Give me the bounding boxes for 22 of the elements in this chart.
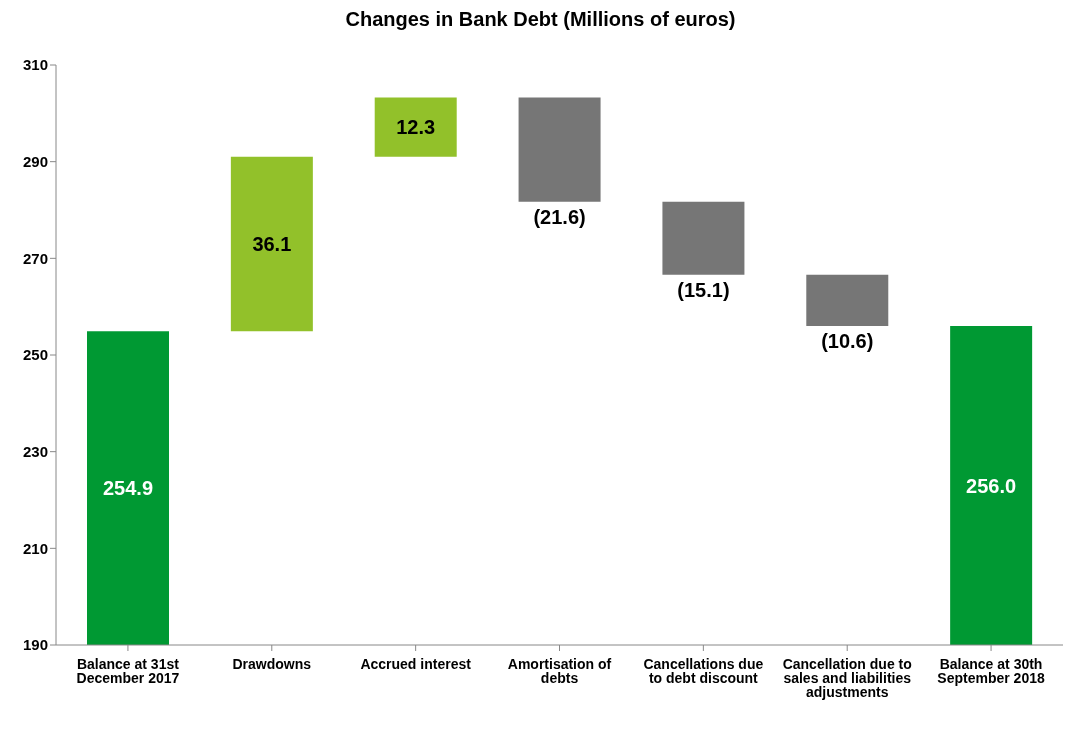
data-label: 36.1 — [252, 233, 292, 256]
y-tick-label: 290 — [22, 152, 48, 170]
chart-title: Changes in Bank Debt (Millions of euros) — [344, 8, 737, 31]
data-label: 256.0 — [966, 474, 1017, 497]
y-tick-label: 250 — [22, 346, 48, 364]
x-tick-label: Balance at 30th September 2018 — [937, 655, 1045, 686]
y-tick-label: 230 — [22, 442, 48, 460]
x-tick-label: Balance at 31st December 2017 — [76, 655, 180, 686]
x-tick-label: Drawdowns — [232, 655, 312, 672]
data-label: (15.1) — [677, 278, 730, 301]
data-label: (21.6) — [533, 205, 586, 228]
data-label: (10.6) — [821, 330, 874, 352]
data-label: 254.9 — [102, 477, 154, 500]
x-tick-label: Accrued interest — [360, 655, 472, 672]
data-label: 12.3 — [396, 116, 436, 139]
y-tick-label: 210 — [22, 539, 48, 557]
x-tick-label: Cancellations due to debt discount — [643, 655, 764, 686]
y-tick-label: 270 — [22, 249, 48, 267]
y-tick-label: 190 — [22, 636, 48, 654]
x-tick-label: Amortisation of debts — [507, 655, 612, 686]
y-tick-label: 310 — [22, 56, 48, 74]
x-tick-label: Cancellation due to sales and liabilities adjustments — [782, 655, 912, 700]
